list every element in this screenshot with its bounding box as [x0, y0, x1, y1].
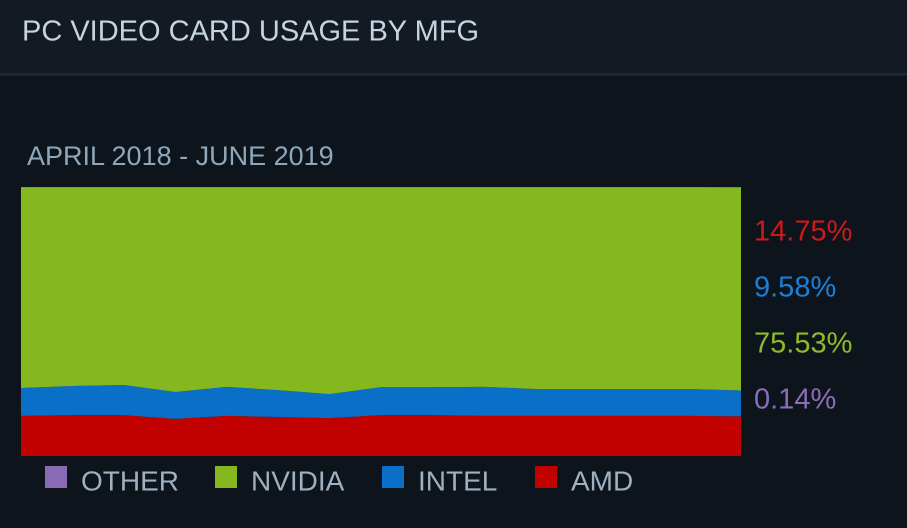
area — [21, 415, 741, 456]
legend-swatch — [45, 466, 67, 488]
legend-swatch — [382, 466, 404, 488]
area — [21, 187, 741, 188]
legend-label: AMD — [571, 465, 633, 496]
value-label: 0.14% — [754, 384, 836, 416]
value-label: 14.75% — [754, 216, 852, 248]
legend-label: OTHER — [81, 465, 179, 496]
header-bg — [0, 0, 907, 74]
legend-label: INTEL — [418, 465, 497, 496]
value-label: 9.58% — [754, 272, 836, 304]
value-label: 75.53% — [754, 328, 852, 360]
area — [21, 384, 741, 419]
legend-swatch — [215, 466, 237, 488]
chart-title: PC VIDEO CARD USAGE BY MFG — [22, 16, 479, 48]
area — [21, 187, 741, 395]
chart-subtitle: APRIL 2018 - JUNE 2019 — [27, 141, 334, 171]
legend-swatch — [535, 466, 557, 488]
legend-label: NVIDIA — [251, 465, 345, 496]
